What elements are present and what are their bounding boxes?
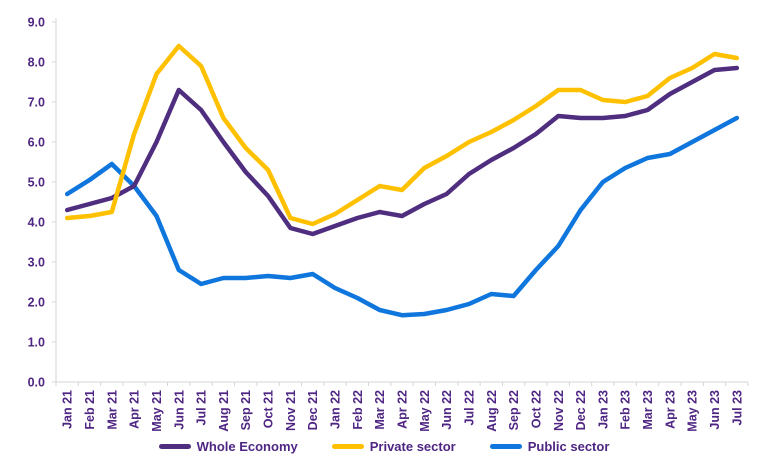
x-axis-label: Mar 22: [373, 390, 387, 430]
x-axis-label: Mar 23: [641, 390, 655, 430]
y-axis-labels: 0.0 1.0 2.0 3.0 4.0 5.0 6.0 7.0 8.0 9.0: [28, 16, 45, 390]
x-axis-label: Nov 21: [284, 390, 298, 431]
y-axis-label: 5.0: [28, 176, 45, 190]
x-axis-label: Apr 22: [396, 390, 410, 429]
series-line-whole-economy: [64, 65, 740, 237]
chart-legend: Whole Economy Private sector Public sector: [0, 439, 768, 454]
x-axis-label: Dec 22: [574, 390, 588, 430]
x-axis-label: Oct 21: [262, 390, 276, 428]
legend-label: Private sector: [369, 439, 456, 454]
axes: [52, 18, 749, 386]
x-axis-label: May 22: [418, 390, 432, 432]
y-axis-label: 6.0: [28, 136, 45, 150]
x-axis-label: Jun 21: [172, 390, 186, 430]
legend-label: Whole Economy: [196, 439, 298, 454]
x-axis-label: Jul 23: [730, 390, 744, 425]
y-axis-label: 0.0: [28, 376, 45, 390]
x-axis-label: Jun 23: [708, 390, 722, 430]
x-axis-label: Jun 22: [440, 390, 454, 430]
x-axis-label: Mar 21: [105, 390, 119, 430]
x-axis-label: Jul 21: [195, 390, 209, 425]
x-axis-label: Aug 21: [217, 390, 231, 432]
x-axis-label: Feb 22: [351, 390, 365, 430]
legend-swatch: [489, 444, 522, 449]
y-axis-label: 7.0: [28, 96, 45, 110]
legend-item-public-sector: Public sector: [489, 439, 610, 454]
legend-label: Public sector: [527, 439, 610, 454]
x-axis-label: Oct 22: [529, 390, 543, 428]
y-axis-label: 4.0: [28, 216, 45, 230]
x-axis-label: Jul 22: [462, 390, 476, 425]
x-axis-label: Nov 22: [552, 390, 566, 431]
y-axis-label: 9.0: [28, 16, 45, 30]
y-axis-label: 8.0: [28, 56, 45, 70]
y-axis-label: 2.0: [28, 296, 45, 310]
legend-item-private-sector: Private sector: [331, 439, 456, 454]
x-axis-label: Apr 21: [128, 390, 142, 429]
x-axis-label: Apr 23: [663, 390, 677, 429]
x-axis-label: Sep 21: [239, 390, 253, 430]
x-axis-label: Jan 22: [329, 390, 343, 429]
x-axis-label: May 21: [150, 390, 164, 432]
y-axis-label: 1.0: [28, 336, 45, 350]
legend-swatch: [331, 444, 364, 449]
x-axis-label: Feb 23: [619, 390, 633, 430]
x-axis-label: Aug 22: [485, 390, 499, 432]
x-axis-label: Jan 21: [61, 390, 75, 429]
x-axis-label: Jan 23: [596, 390, 610, 429]
x-axis-label: Dec 21: [306, 390, 320, 430]
x-axis-label: Feb 21: [83, 390, 97, 430]
x-axis-label: May 23: [686, 390, 700, 432]
x-axis-label: Sep 22: [507, 390, 521, 430]
series-line-private-sector: [64, 43, 740, 227]
legend-swatch: [158, 444, 191, 449]
legend-item-whole-economy: Whole Economy: [158, 439, 298, 454]
series-line-public-sector: [64, 115, 740, 318]
y-axis-label: 3.0: [28, 256, 45, 270]
x-axis-labels: Jan 21 Feb 21 Mar 21 Apr 21 May 21 Jun 21 Jul …: [61, 390, 745, 432]
